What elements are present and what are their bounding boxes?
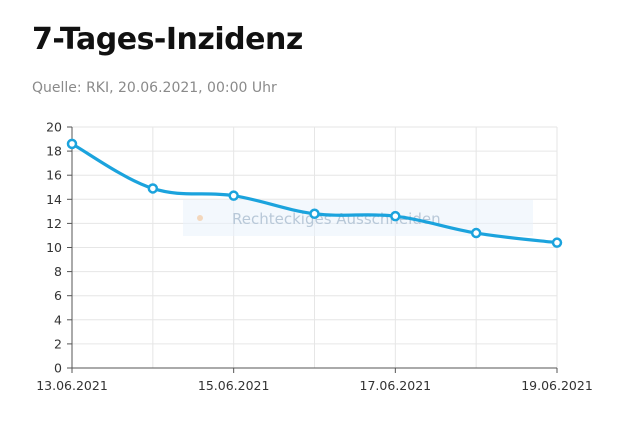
- data-point[interactable]: [147, 183, 159, 194]
- series-markers: [66, 138, 563, 248]
- snip-overlay-dot-icon: [197, 215, 203, 221]
- y-tick-label: 20: [46, 120, 62, 135]
- y-tick-label: 10: [46, 240, 62, 255]
- y-tick-label: 16: [46, 168, 62, 183]
- y-tick-label: 6: [54, 288, 62, 303]
- data-point[interactable]: [390, 210, 401, 222]
- x-tick-label: 19.06.2021: [521, 378, 593, 393]
- x-tick-label: 17.06.2021: [360, 378, 432, 393]
- source-caption: Quelle: RKI, 20.06.2021, 00:00 Uhr: [32, 80, 277, 96]
- chart-grid: [72, 126, 558, 368]
- y-tick-label: 18: [46, 144, 62, 159]
- y-tick-label: 8: [54, 264, 62, 279]
- x-tick-label: 13.06.2021: [36, 378, 108, 393]
- data-point[interactable]: [309, 208, 320, 220]
- data-point[interactable]: [470, 227, 482, 239]
- y-tick-label: 0: [54, 361, 62, 376]
- data-point[interactable]: [66, 138, 78, 150]
- y-tick-label: 12: [46, 216, 62, 231]
- data-point[interactable]: [228, 190, 239, 201]
- x-axis-tick-labels: 13.06.2021 15.06.2021 17.06.2021 19.06.2021: [36, 378, 593, 393]
- y-tick-label: 2: [54, 336, 62, 351]
- chart-title: 7-Tages-Inzidenz: [32, 22, 303, 57]
- y-tick-label: 4: [54, 312, 62, 327]
- y-axis-tick-labels: 0 2 4 6 8 10 12 14 16 18 20: [46, 120, 62, 376]
- x-tick-label: 15.06.2021: [198, 378, 270, 393]
- chart-axes: [67, 126, 558, 373]
- data-point[interactable]: [551, 237, 563, 248]
- y-tick-label: 14: [46, 192, 62, 207]
